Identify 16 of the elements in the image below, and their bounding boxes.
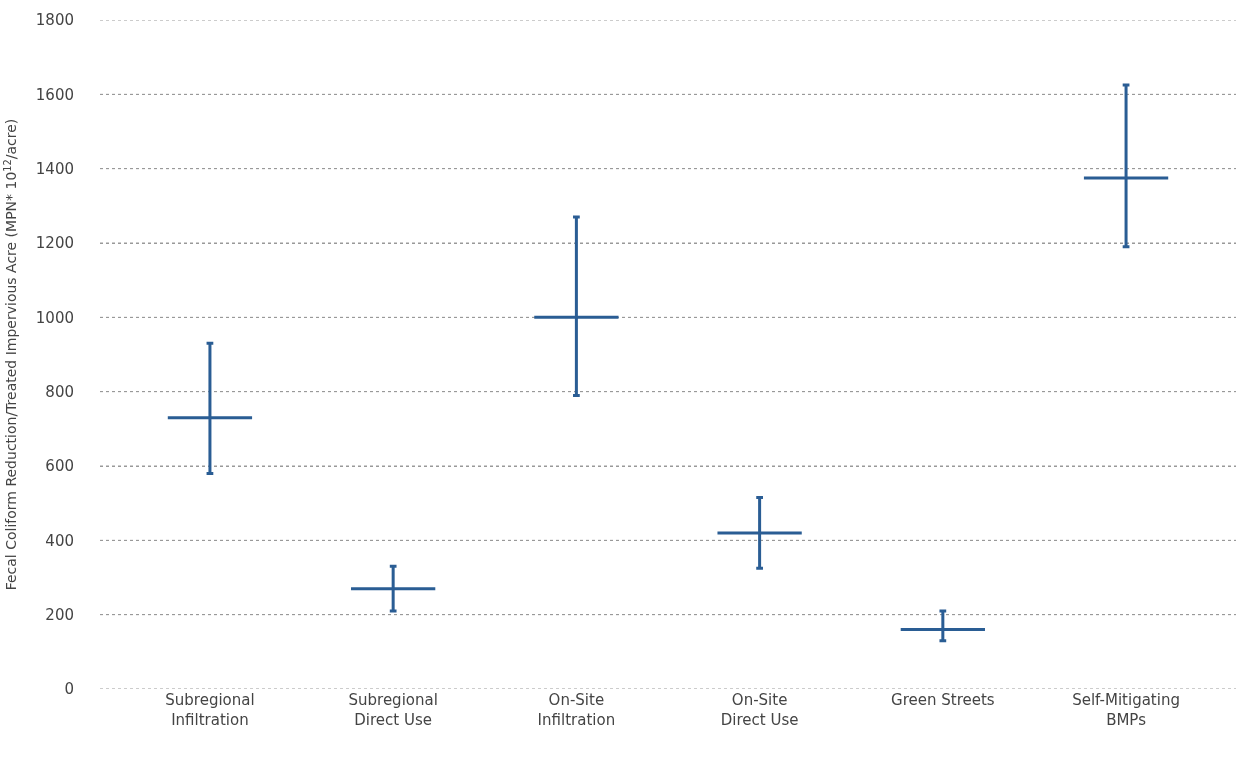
y-tick-label: 1000 (35, 308, 74, 327)
x-tick-label: On-Site Infiltration (537, 691, 616, 729)
x-tick-label: Green Streets (891, 691, 995, 709)
y-tick-label: 600 (45, 457, 74, 476)
y-tick-label: 1400 (35, 159, 74, 178)
x-tick-label: Subregional Direct Use (348, 691, 438, 729)
x-tick-label: Subregional Infiltration (165, 691, 255, 729)
y-tick-label: 800 (45, 382, 74, 401)
x-tick-label: Self-Mitigating BMPs (1072, 691, 1180, 729)
y-tick-label: 400 (45, 531, 74, 550)
y-tick-label: 1200 (35, 234, 74, 253)
y-tick-label: 0 (64, 680, 74, 699)
y-tick-label: 1600 (35, 85, 74, 104)
y-tick-label: 200 (45, 605, 74, 624)
x-tick-label: On-Site Direct Use (720, 691, 799, 729)
y-tick-label: 1800 (35, 11, 74, 30)
